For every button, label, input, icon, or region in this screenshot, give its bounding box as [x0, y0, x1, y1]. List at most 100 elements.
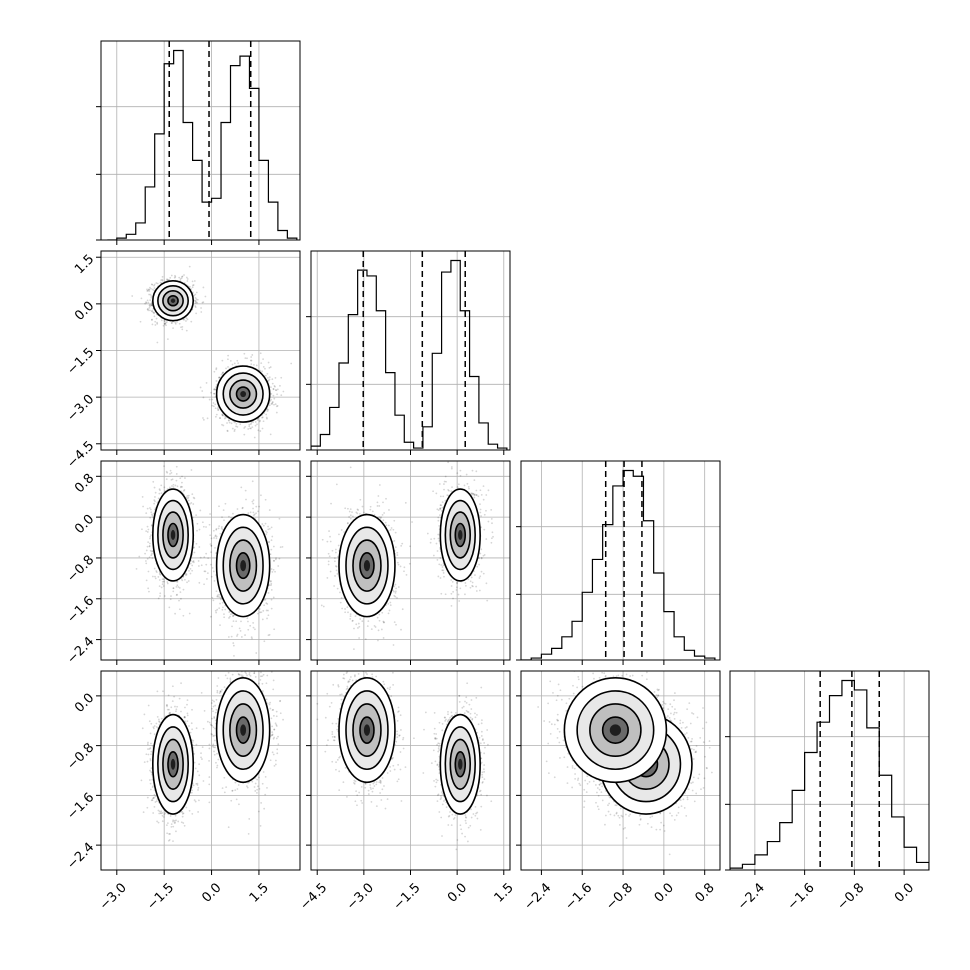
sample-point [159, 281, 162, 284]
sample-point [224, 608, 227, 611]
sample-point [150, 513, 153, 516]
sample-point [233, 428, 236, 431]
sample-point [172, 486, 175, 488]
sample-point [154, 577, 157, 580]
sample-point [189, 503, 191, 505]
sample-point [154, 500, 156, 503]
sample-point [178, 276, 181, 279]
sample-point [226, 430, 229, 432]
sample-point [211, 596, 214, 599]
sample-point [219, 624, 221, 627]
sample-point [264, 522, 267, 525]
sample-point [249, 423, 252, 426]
sample-point [225, 367, 227, 370]
sample-point [148, 542, 151, 545]
sample-point [223, 417, 226, 420]
sample-point [149, 549, 152, 552]
sample-point [158, 492, 161, 495]
sample-point [251, 500, 254, 503]
sample-point [148, 590, 150, 593]
sample-point [170, 322, 173, 325]
sample-point [274, 403, 277, 406]
histogram-1 [311, 259, 508, 450]
scatter-points [135, 465, 284, 657]
sample-point [166, 471, 169, 474]
sample-point [166, 581, 169, 583]
sample-point [196, 522, 199, 525]
sample-point [280, 376, 283, 379]
sample-point [228, 611, 231, 614]
sample-point [275, 405, 278, 408]
sample-point [209, 615, 212, 618]
sample-point [221, 414, 224, 416]
sample-point [191, 286, 194, 289]
sample-point [215, 611, 218, 614]
panel-2-0: −2.4−1.6−0.80.00.8 [64, 460, 301, 667]
sample-point [221, 608, 224, 611]
sample-point [203, 556, 206, 559]
sample-point [150, 295, 153, 298]
sample-point [205, 382, 208, 384]
sample-point [216, 595, 219, 598]
sample-point [153, 284, 155, 287]
sample-point [191, 280, 194, 283]
sample-point [148, 288, 151, 291]
sample-point [272, 388, 275, 391]
sample-point [145, 562, 148, 565]
sample-point [153, 311, 155, 314]
sample-point [166, 278, 168, 281]
sample-point [247, 428, 250, 430]
sample-point [174, 274, 176, 277]
sample-point [269, 366, 272, 368]
sample-point [221, 359, 224, 362]
sample-point [250, 636, 253, 639]
sample-point [266, 372, 269, 375]
sample-point [151, 310, 154, 312]
sample-point [180, 485, 183, 488]
sample-point [252, 626, 255, 629]
sample-point [250, 359, 253, 362]
sample-point [163, 465, 165, 468]
y-tick-label: −4.5 [64, 438, 97, 471]
sample-point [169, 469, 172, 472]
sample-point [221, 414, 224, 417]
sample-point [267, 614, 270, 617]
sample-point [150, 288, 152, 290]
sample-point [185, 320, 187, 322]
sample-point [214, 534, 217, 537]
sample-point [211, 404, 214, 407]
sample-point [144, 560, 147, 562]
sample-point [185, 573, 188, 576]
sample-point [175, 479, 178, 482]
sample-point [159, 595, 161, 597]
sample-point [194, 306, 197, 309]
sample-point [227, 354, 230, 357]
sample-point [205, 526, 207, 528]
sample-point [186, 497, 189, 500]
sample-point [268, 404, 271, 407]
sample-point [213, 392, 216, 395]
sample-point [268, 378, 271, 381]
sample-point [273, 384, 276, 387]
sample-point [261, 416, 263, 419]
sample-point [210, 391, 212, 394]
sample-point [202, 301, 205, 304]
sample-point [170, 595, 172, 597]
sample-point [170, 471, 173, 474]
sample-point [184, 574, 187, 576]
sample-point [267, 376, 269, 379]
sample-point [213, 370, 216, 373]
sample-point [199, 509, 202, 512]
sample-point [145, 549, 148, 552]
sample-point [155, 571, 158, 574]
sample-point [192, 560, 195, 562]
sample-point [261, 427, 264, 430]
sample-point [150, 296, 153, 299]
sample-point [267, 528, 270, 531]
sample-point [267, 592, 270, 594]
sample-point [150, 534, 152, 537]
sample-point [248, 423, 251, 426]
sample-point [153, 287, 156, 289]
sample-point [215, 367, 218, 370]
sample-point [169, 486, 171, 489]
